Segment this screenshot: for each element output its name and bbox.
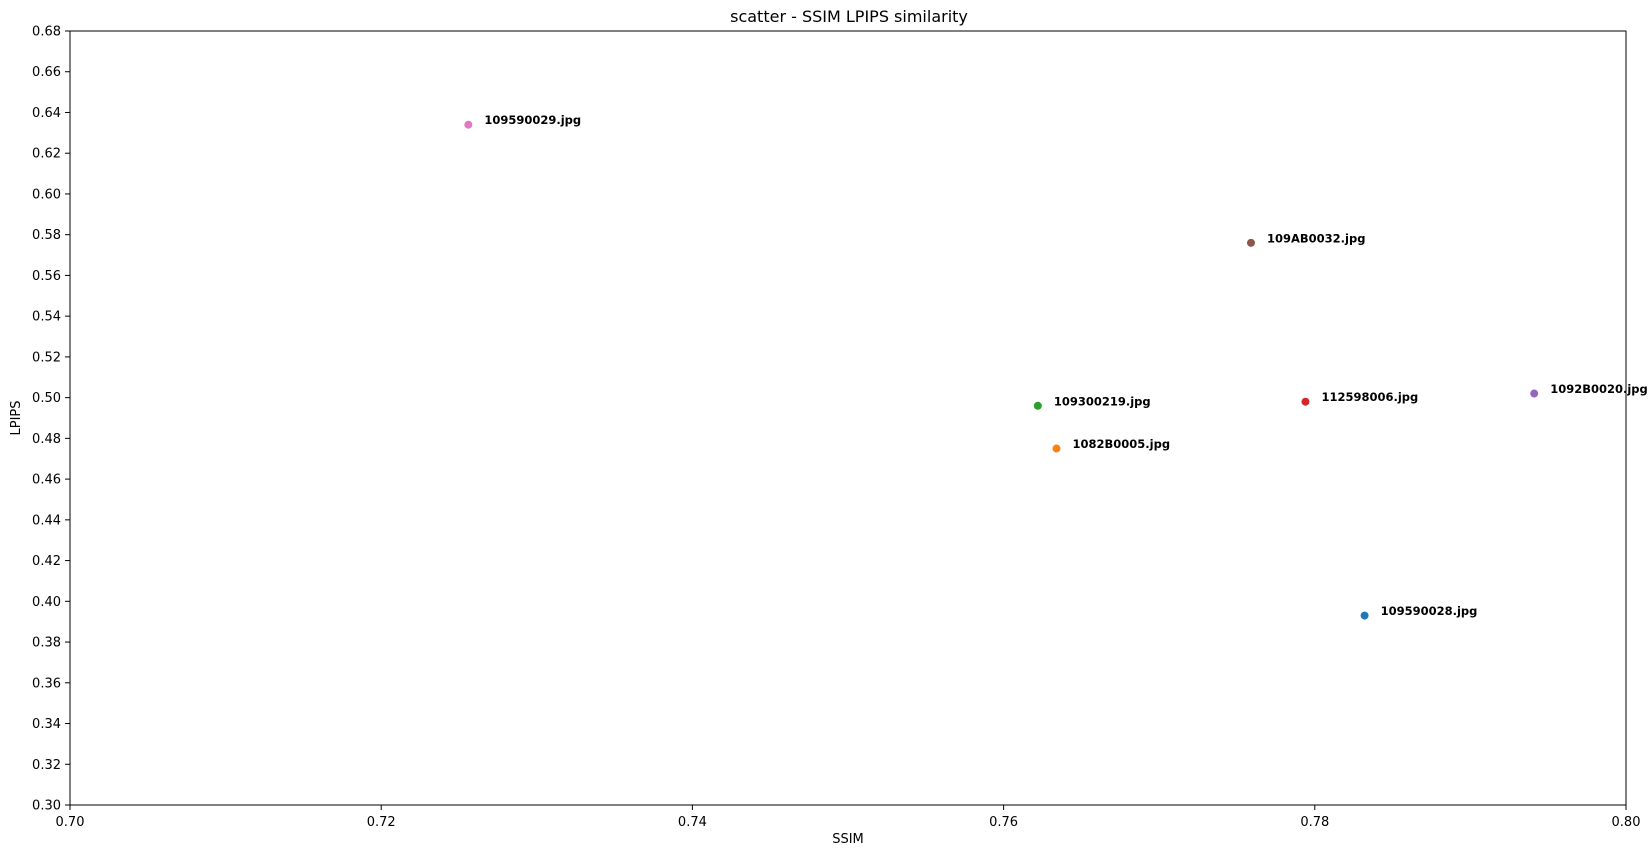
y-tick-label: 0.66 — [32, 65, 61, 80]
y-tick-label: 0.44 — [32, 513, 61, 528]
x-tick-label: 0.70 — [56, 815, 85, 830]
y-tick-label: 0.42 — [32, 554, 61, 569]
y-tick-label: 0.32 — [32, 758, 61, 773]
data-point-label: 1082B0005.jpg — [1073, 437, 1171, 451]
y-tick-label: 0.48 — [32, 432, 61, 447]
x-tick-label: 0.78 — [1300, 815, 1329, 830]
y-tick-label: 0.38 — [32, 636, 61, 651]
y-tick-label: 0.30 — [32, 799, 61, 814]
x-tick-label: 0.76 — [989, 815, 1018, 830]
y-axis-label: LPIPS — [9, 400, 24, 435]
x-axis-label: SSIM — [832, 832, 864, 847]
data-point — [1033, 401, 1042, 410]
data-point — [1360, 611, 1369, 620]
y-tick-label: 0.34 — [32, 717, 61, 732]
y-tick-label: 0.60 — [32, 187, 61, 202]
y-tick-label: 0.52 — [32, 350, 61, 365]
plot-frame — [69, 30, 1627, 806]
y-axis: 0.30 0.32 0.34 0.36 0.38 0.40 0.42 0.44 0.46 0.48… — [32, 25, 70, 814]
data-point — [1530, 389, 1539, 398]
data-point — [464, 120, 473, 129]
y-tick-label: 0.50 — [32, 391, 61, 406]
x-axis: 0.70 0.72 0.74 0.76 0.78 0.80 — [56, 805, 1641, 830]
y-tick-label: 0.46 — [32, 473, 61, 488]
data-points: 109590028.jpg 1082B0005.jpg 109300219.jpg 1… — [464, 113, 1648, 620]
data-point-label: 109300219.jpg — [1054, 394, 1151, 408]
data-point-label: 1092B0020.jpg — [1550, 382, 1648, 396]
data-point — [1247, 238, 1256, 247]
chart-title: scatter - SSIM LPIPS similarity — [730, 7, 968, 26]
x-tick-label: 0.72 — [367, 815, 396, 830]
y-tick-label: 0.68 — [32, 25, 61, 40]
data-point-label: 112598006.jpg — [1321, 390, 1418, 404]
y-tick-label: 0.40 — [32, 595, 61, 610]
x-tick-label: 0.74 — [678, 815, 707, 830]
y-tick-label: 0.58 — [32, 228, 61, 243]
data-point-label: 109590029.jpg — [484, 113, 581, 127]
data-point — [1301, 397, 1310, 406]
y-tick-label: 0.54 — [32, 310, 61, 325]
x-tick-label: 0.80 — [1612, 815, 1641, 830]
y-tick-label: 0.64 — [32, 106, 61, 121]
y-tick-label: 0.56 — [32, 269, 61, 284]
data-point-label: 109AB0032.jpg — [1267, 231, 1365, 245]
y-tick-label: 0.62 — [32, 147, 61, 162]
data-point-label: 109590028.jpg — [1381, 604, 1478, 618]
data-point — [1052, 444, 1061, 453]
y-tick-label: 0.36 — [32, 676, 61, 691]
